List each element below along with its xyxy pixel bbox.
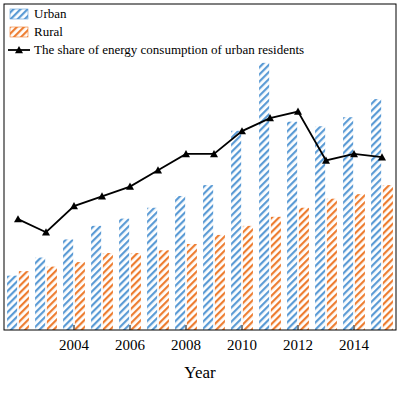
legend-label: Urban	[34, 6, 67, 21]
x-tick	[242, 325, 243, 330]
marker	[350, 150, 358, 157]
bar	[175, 196, 185, 330]
bar	[243, 226, 253, 330]
marker	[42, 228, 50, 235]
x-axis-label: Year	[184, 363, 216, 382]
bar	[47, 267, 57, 330]
marker	[378, 153, 386, 160]
x-tick	[74, 325, 75, 330]
marker	[210, 150, 218, 157]
marker	[182, 150, 190, 157]
bar	[327, 199, 337, 330]
legend-label: The share of energy consumption of urban…	[34, 42, 304, 57]
bar	[203, 185, 213, 330]
marker	[238, 127, 246, 134]
plot-frame	[4, 4, 396, 330]
bar	[343, 117, 353, 330]
bar	[19, 271, 29, 330]
bar	[215, 235, 225, 330]
bar	[299, 208, 309, 330]
bar	[63, 239, 73, 330]
bar	[91, 226, 101, 330]
legend-swatch	[10, 9, 28, 19]
chart-svg: 2004 2006 2008 2010 2012 2014 Year Urban Rural Th…	[0, 0, 400, 400]
marker	[14, 215, 22, 222]
marks	[7, 63, 393, 330]
line	[18, 112, 382, 233]
bar	[7, 276, 17, 330]
x-tick	[186, 325, 187, 330]
bar	[159, 250, 169, 330]
bar	[119, 219, 129, 330]
marker	[294, 108, 302, 115]
x-tick-label: 2014	[339, 337, 370, 353]
x-tick-label: 2010	[227, 337, 257, 353]
legend: Urban Rural The share of energy consumptio…	[8, 6, 304, 57]
bar	[103, 253, 113, 330]
x-tick-label: 2008	[171, 337, 201, 353]
legend-label: Rural	[34, 24, 63, 39]
x-tick	[354, 325, 355, 330]
bar	[371, 99, 381, 330]
marker	[126, 183, 134, 190]
marker	[98, 192, 106, 199]
bar	[259, 63, 269, 330]
x-tick-label: 2006	[115, 337, 146, 353]
marker	[322, 156, 330, 163]
x-tick-label: 2012	[283, 337, 313, 353]
marker	[266, 114, 274, 121]
bar	[231, 131, 241, 330]
legend-swatch	[10, 27, 28, 37]
chart-root: 2004 2006 2008 2010 2012 2014 Year Urban Rural Th…	[0, 0, 400, 400]
x-tick	[130, 325, 131, 330]
marker	[70, 202, 78, 209]
bar	[271, 217, 281, 330]
bar	[131, 253, 141, 330]
bar	[355, 194, 365, 330]
bar	[287, 122, 297, 330]
x-tick-label: 2004	[59, 337, 90, 353]
bar	[147, 208, 157, 330]
bar	[75, 262, 85, 330]
x-tick	[298, 325, 299, 330]
bar	[187, 244, 197, 330]
marker	[154, 166, 162, 173]
bar	[35, 258, 45, 330]
bar	[383, 185, 393, 330]
legend-marker	[15, 46, 23, 53]
